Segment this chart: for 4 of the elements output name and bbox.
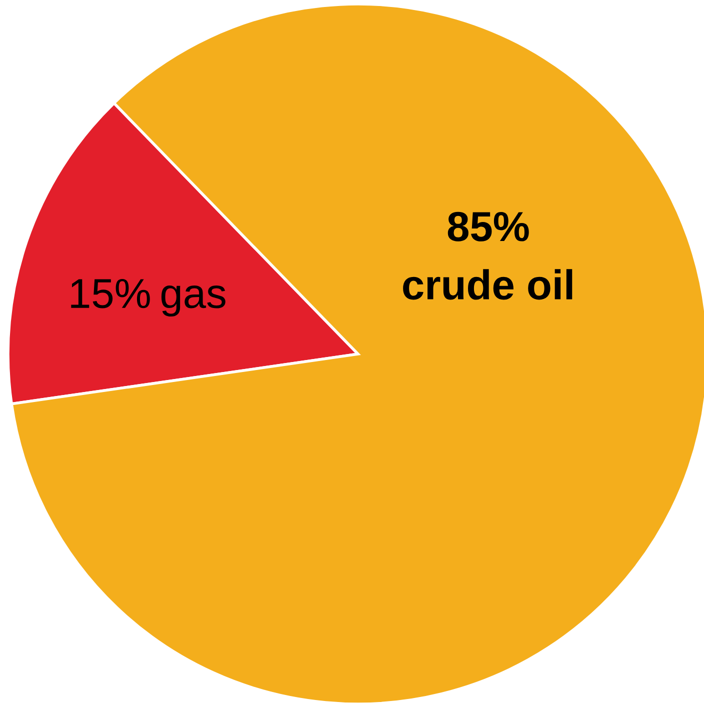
slice-label: crude oil — [403, 269, 572, 300]
data-label: 15% — [71, 278, 150, 308]
slice-label: gas — [161, 285, 226, 317]
data-label: 85% — [448, 212, 529, 242]
